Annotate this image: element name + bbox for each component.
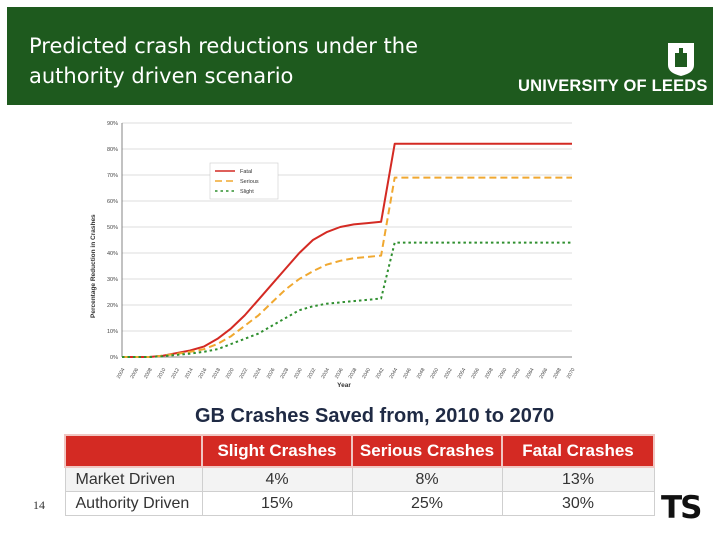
x-tick-label: 2028	[279, 367, 290, 380]
x-tick-label: 2018	[211, 367, 222, 380]
university-logo-text: UNIVERSITY OF LEEDS	[518, 77, 708, 95]
legend-label: Slight	[240, 189, 254, 195]
x-tick-label: 2042	[375, 367, 386, 380]
x-tick-label: 2046	[402, 367, 413, 380]
y-tick-label: 0%	[110, 355, 118, 361]
x-tick-label: 2070	[566, 367, 577, 380]
table-title: GB Crashes Saved from, 2010 to 2070	[195, 405, 555, 427]
x-tick-label: 2032	[307, 367, 318, 380]
x-tick-label: 2040	[361, 367, 372, 380]
x-tick-label: 2014	[184, 367, 195, 380]
x-tick-label: 2026	[266, 367, 277, 380]
y-axis-label: Percentage Reduction in Crashes	[90, 214, 97, 318]
x-tick-label: 2036	[334, 367, 345, 380]
cell-slight: 15%	[201, 491, 353, 516]
row-label: Authority Driven	[64, 491, 203, 516]
table-header-row: Slight Crashes Serious Crashes Fatal Cra…	[64, 434, 655, 468]
x-tick-label: 2038	[348, 367, 359, 380]
slide-title: Predicted crash reductions under the aut…	[29, 34, 418, 88]
x-tick-label: 2060	[498, 367, 509, 380]
series-line-fatal	[122, 142, 572, 358]
y-tick-label: 90%	[107, 121, 118, 127]
x-axis-label: Year	[337, 382, 351, 389]
x-tick-label: 2004	[116, 367, 127, 380]
ts-logo: TS	[661, 490, 703, 526]
y-tick-label: 70%	[107, 173, 118, 179]
x-tick-label: 2056	[470, 367, 481, 380]
header-serious: Serious Crashes	[351, 434, 503, 468]
x-tick-label: 2012	[170, 367, 181, 380]
x-tick-label: 2062	[511, 367, 522, 380]
table-row: Market Driven 4% 8% 13%	[64, 466, 655, 492]
y-tick-label: 40%	[107, 251, 118, 257]
y-tick-label: 10%	[107, 329, 118, 335]
header-fatal: Fatal Crashes	[501, 434, 655, 468]
x-tick-label: 2044	[388, 367, 399, 380]
x-tick-label: 2064	[525, 367, 536, 380]
row-label: Market Driven	[64, 466, 203, 492]
series-line-serious	[122, 176, 572, 358]
x-tick-label: 2010	[157, 367, 168, 380]
header-slight: Slight Crashes	[201, 434, 353, 468]
university-crest-icon	[668, 43, 694, 76]
x-tick-label: 2066	[538, 367, 549, 380]
cell-fatal: 30%	[501, 491, 655, 516]
x-tick-label: 2016	[198, 367, 209, 380]
y-tick-label: 20%	[107, 303, 118, 309]
y-tick-label: 30%	[107, 277, 118, 283]
x-tick-label: 2048	[416, 367, 427, 380]
cell-slight: 4%	[201, 466, 353, 492]
series-line-slight	[122, 241, 572, 358]
cell-fatal: 13%	[501, 466, 655, 492]
y-tick-label: 80%	[107, 147, 118, 153]
x-tick-label: 2020	[225, 367, 236, 380]
y-tick-label: 60%	[107, 199, 118, 205]
page-number: 14	[33, 498, 45, 512]
table-row: Authority Driven 15% 25% 30%	[64, 491, 655, 516]
x-tick-label: 2022	[238, 367, 249, 380]
x-tick-label: 2054	[457, 367, 468, 380]
cell-serious: 25%	[351, 491, 503, 516]
legend-label: Fatal	[240, 169, 252, 175]
title-banner: Predicted crash reductions under the aut…	[7, 7, 713, 105]
y-tick-label: 50%	[107, 225, 118, 231]
legend-label: Serious	[240, 179, 259, 185]
header-blank	[64, 434, 203, 468]
x-tick-label: 2034	[320, 367, 331, 380]
x-tick-label: 2006	[129, 367, 140, 380]
x-tick-label: 2052	[443, 367, 454, 380]
x-tick-label: 2030	[293, 367, 304, 380]
crashes-saved-table: Slight Crashes Serious Crashes Fatal Cra…	[64, 434, 655, 516]
crash-reduction-chart: Percentage Reduction in Crashes Year 0% 1…	[90, 121, 577, 389]
cell-serious: 8%	[351, 466, 503, 492]
x-tick-label: 2008	[143, 367, 154, 380]
x-tick-label: 2058	[484, 367, 495, 380]
x-tick-label: 2050	[429, 367, 440, 380]
x-tick-label: 2024	[252, 367, 263, 380]
x-tick-label: 2068	[552, 367, 563, 380]
